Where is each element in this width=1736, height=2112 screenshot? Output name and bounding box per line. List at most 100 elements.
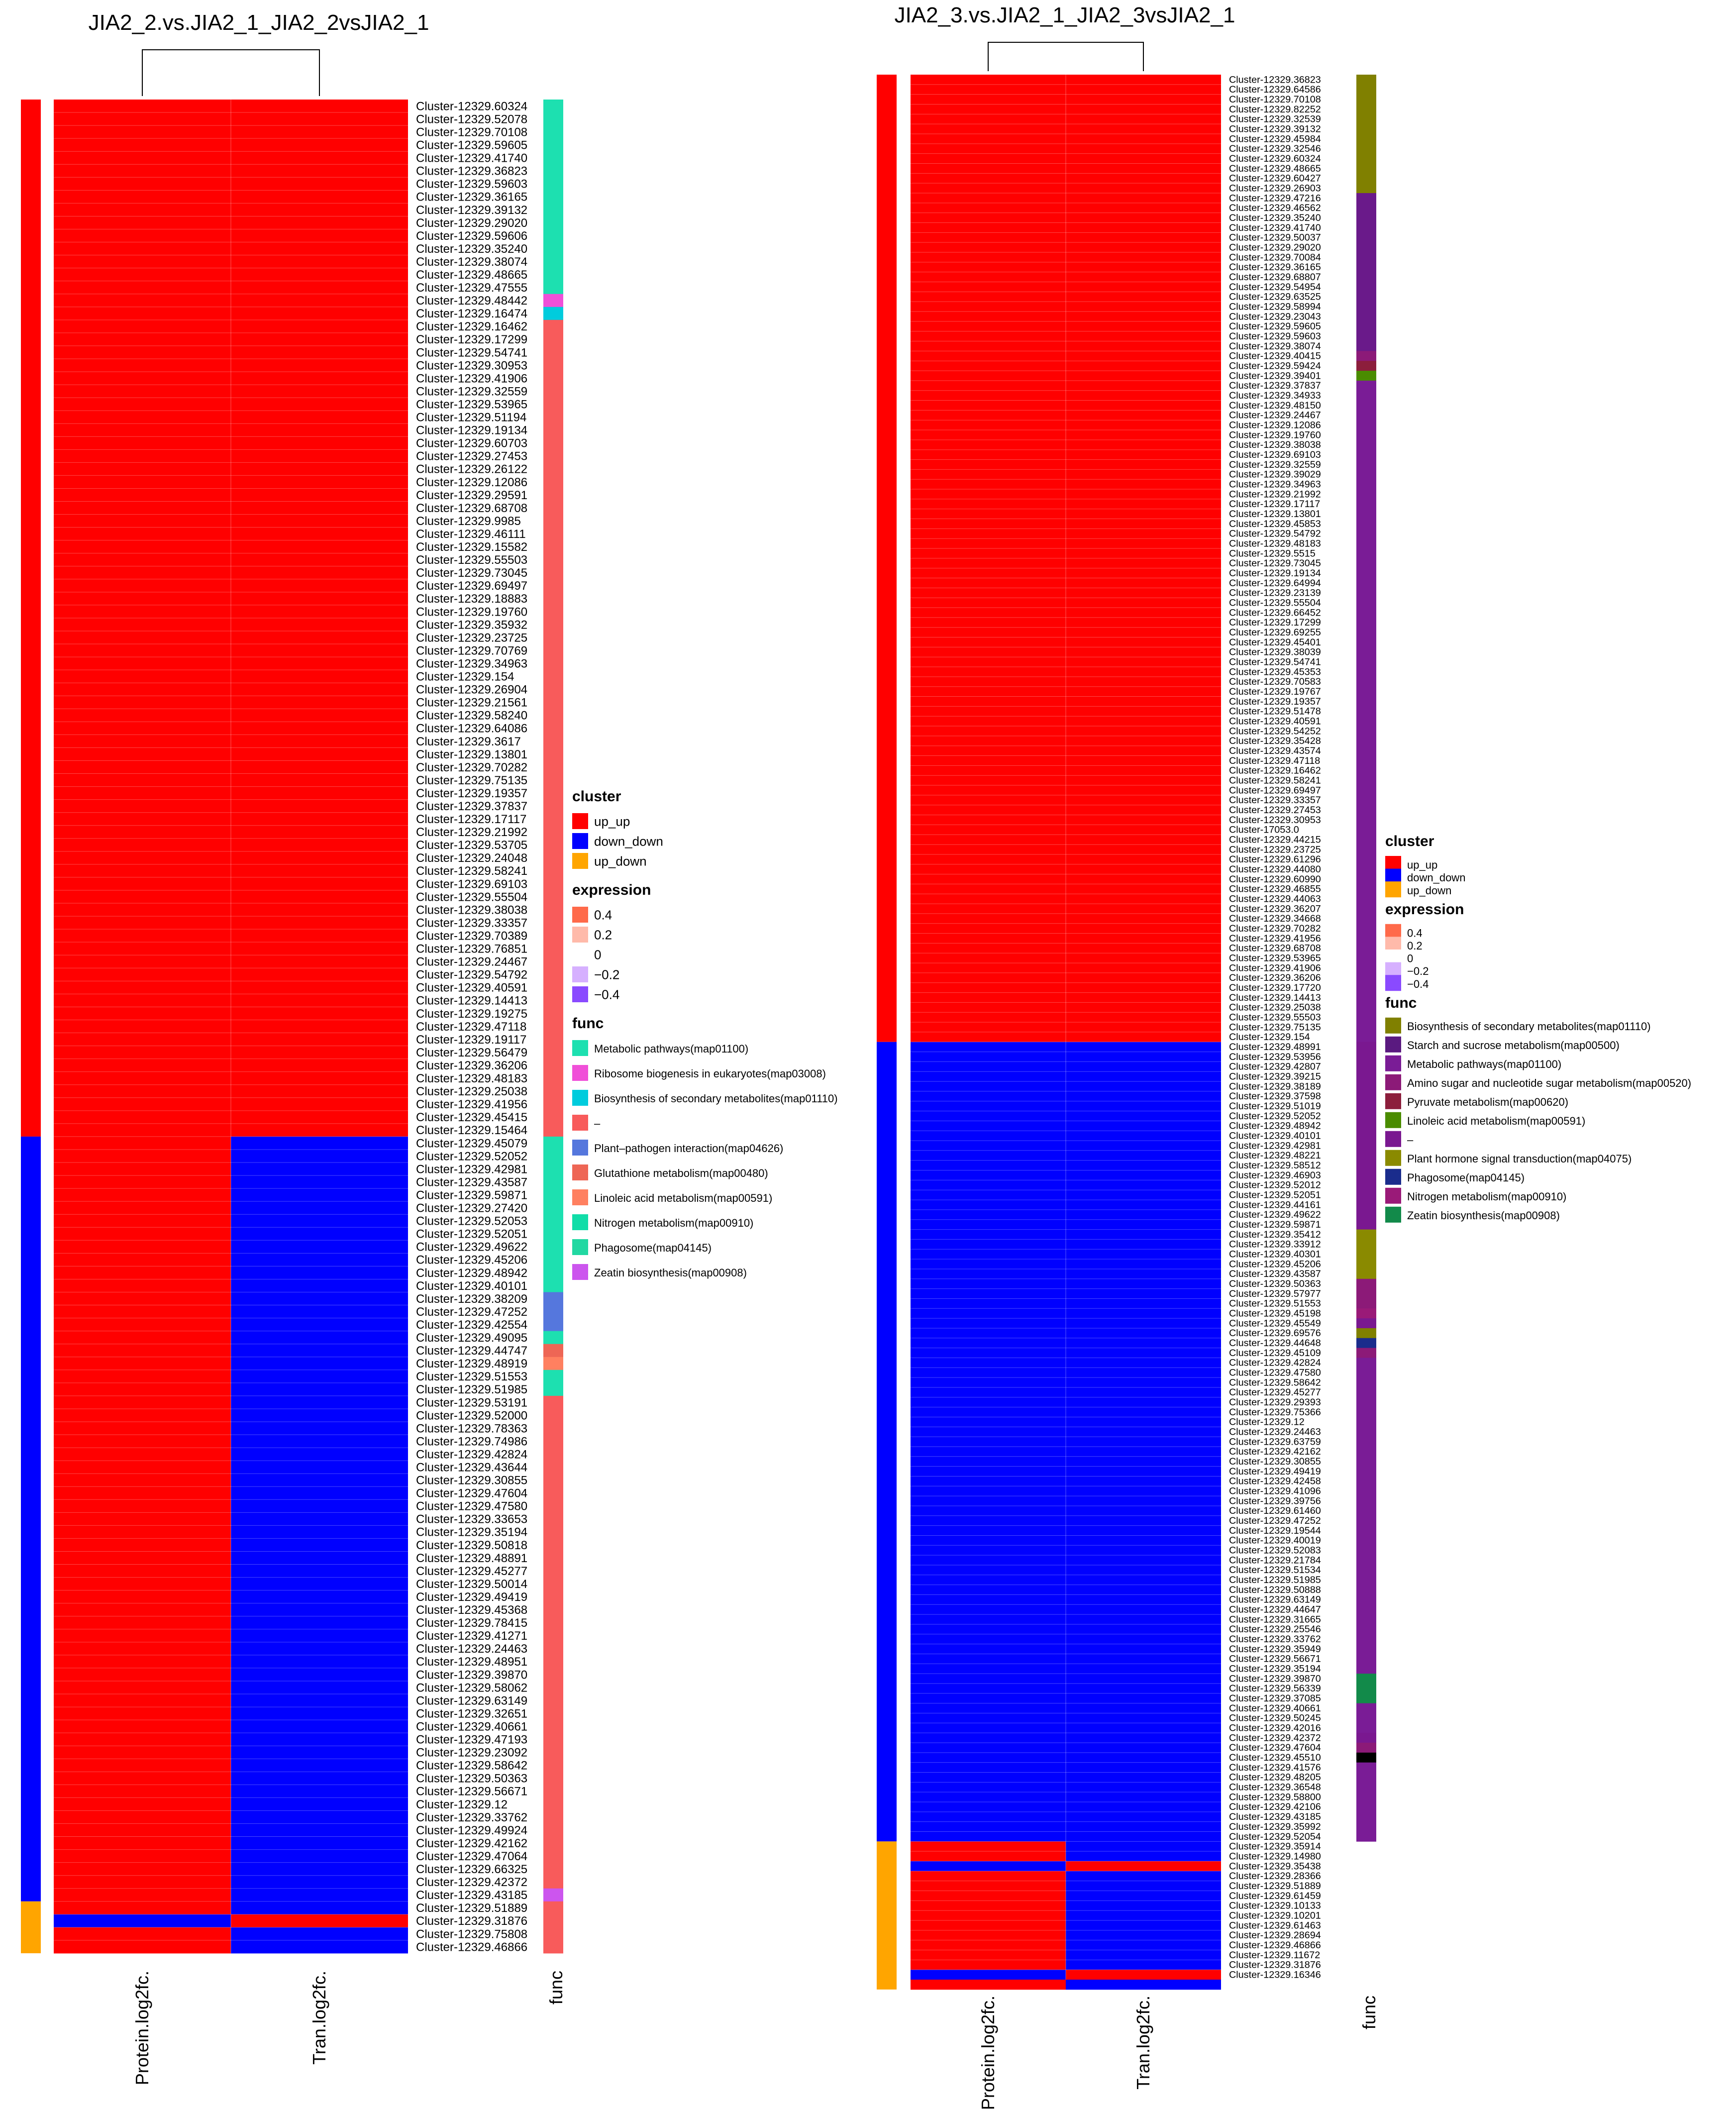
heatmap-cell	[911, 1634, 1066, 1645]
heatmap-cell	[911, 1821, 1066, 1832]
heatmap-cell	[54, 229, 231, 242]
heatmap-cell	[1066, 519, 1221, 529]
row-label: Cluster-12329.34933	[1229, 390, 1321, 401]
heatmap-cell	[911, 538, 1066, 549]
legend-func-swatch	[572, 1189, 588, 1205]
func-annotation-cell	[543, 1227, 563, 1241]
row-label: Cluster-12329.40301	[1229, 1249, 1321, 1260]
heatmap-cell	[911, 1584, 1066, 1595]
heatmap-cell	[231, 138, 408, 152]
heatmap-cell	[1066, 390, 1221, 401]
heatmap-cell	[1066, 1644, 1221, 1654]
row-label: Cluster-12329.12	[416, 1798, 508, 1811]
row-label: Cluster-12329.33653	[416, 1513, 527, 1526]
heatmap-cell	[1066, 1348, 1221, 1358]
heatmap-cell	[1066, 982, 1221, 993]
row-label: Cluster-12329.43574	[1229, 745, 1321, 756]
heatmap-cell	[1066, 1318, 1221, 1329]
heatmap-cell	[1066, 627, 1221, 637]
func-annotation-cell	[1356, 667, 1376, 677]
heatmap-cell	[911, 1960, 1066, 1970]
heatmap-cell	[1066, 617, 1221, 628]
row-label: Cluster-12329.69497	[1229, 785, 1321, 796]
heatmap-cell	[54, 475, 231, 489]
func-annotation-cell	[543, 1123, 563, 1137]
row-label: Cluster-12329.61460	[1229, 1505, 1321, 1516]
heatmap-cell	[54, 1888, 231, 1902]
heatmap-cell	[911, 1239, 1066, 1250]
heatmap-cell	[911, 242, 1066, 253]
legend-func-swatch	[572, 1115, 588, 1131]
heatmap-cell	[231, 735, 408, 748]
heatmap-cell	[1066, 1131, 1221, 1141]
func-annotation-cell	[1356, 114, 1376, 124]
heatmap-cell	[1066, 578, 1221, 588]
heatmap-cell	[231, 319, 408, 333]
heatmap-cell	[54, 916, 231, 930]
heatmap-cell	[1066, 1752, 1221, 1763]
func-annotation-cell	[1356, 1358, 1376, 1368]
heatmap-cell	[911, 647, 1066, 657]
heatmap-cell	[1066, 193, 1221, 204]
heatmap-cell	[54, 1772, 231, 1785]
heatmap-cell	[231, 1836, 408, 1850]
func-annotation-cell	[1356, 1022, 1376, 1033]
func-annotation-cell	[1356, 262, 1376, 273]
heatmap-cell	[54, 994, 231, 1007]
heatmap-cell	[911, 183, 1066, 194]
row-label: Cluster-12329.55504	[1229, 597, 1321, 608]
heatmap-cell	[1066, 874, 1221, 884]
row-label: Cluster-12329.70282	[1229, 923, 1321, 934]
heatmap-cell	[231, 1448, 408, 1461]
legend-func-label: –	[594, 1117, 601, 1130]
heatmap-cell	[911, 1229, 1066, 1240]
func-annotation-cell	[1356, 1239, 1376, 1250]
cluster-annotation-up-up	[21, 100, 41, 1137]
heatmap-cell	[54, 1759, 231, 1772]
func-annotation-cell	[543, 735, 563, 748]
heatmap-cell	[911, 1674, 1066, 1684]
func-annotation-cell	[543, 1279, 563, 1292]
heatmap-cell	[54, 1461, 231, 1474]
row-label: Cluster-12329.51889	[1229, 1881, 1321, 1892]
row-label: Cluster-12329.47604	[1229, 1742, 1321, 1753]
row-label: Cluster-12329.51553	[416, 1370, 527, 1383]
heatmap-cell	[911, 163, 1066, 174]
heatmap-cell	[54, 1629, 231, 1643]
heatmap-cell	[54, 1240, 231, 1254]
heatmap-cell	[1066, 1121, 1221, 1131]
heatmap-cell	[1066, 1713, 1221, 1723]
heatmap-cell	[911, 963, 1066, 973]
heatmap-cell	[911, 548, 1066, 559]
func-annotation-cell	[1356, 1170, 1376, 1180]
func-annotation-cell	[1356, 972, 1376, 983]
heatmap-cell	[54, 1046, 231, 1059]
heatmap-cell	[54, 553, 231, 567]
row-label: Cluster-12329.47604	[416, 1487, 527, 1500]
legend-func-swatch	[1385, 1093, 1401, 1109]
func-annotation-cell	[543, 864, 563, 878]
func-annotation-cell	[1356, 943, 1376, 953]
heatmap-cell	[231, 722, 408, 735]
heatmap-cell	[54, 501, 231, 515]
heatmap-cell	[911, 203, 1066, 213]
row-label: Cluster-12329.51194	[416, 411, 526, 424]
heatmap-cell	[911, 972, 1066, 983]
func-annotation-cell	[543, 1292, 563, 1305]
row-label: Cluster-12329.26903	[1229, 183, 1321, 194]
heatmap-cell	[911, 430, 1066, 440]
heatmap-cell	[231, 1849, 408, 1863]
heatmap-cell	[54, 735, 231, 748]
func-annotation-cell	[543, 1888, 563, 1902]
heatmap-cell	[911, 726, 1066, 737]
row-label: Cluster-12329.42162	[1229, 1446, 1321, 1457]
func-annotation-cell	[1356, 341, 1376, 351]
func-annotation-cell	[543, 929, 563, 943]
heatmap-cell	[54, 1901, 231, 1915]
heatmap-cell	[911, 1664, 1066, 1674]
row-label: Cluster-12329.78415	[416, 1616, 527, 1630]
row-label: Cluster-12329.61296	[1229, 854, 1321, 865]
heatmap-cell	[1066, 568, 1221, 578]
heatmap-cell	[231, 696, 408, 709]
heatmap-cell	[911, 114, 1066, 124]
